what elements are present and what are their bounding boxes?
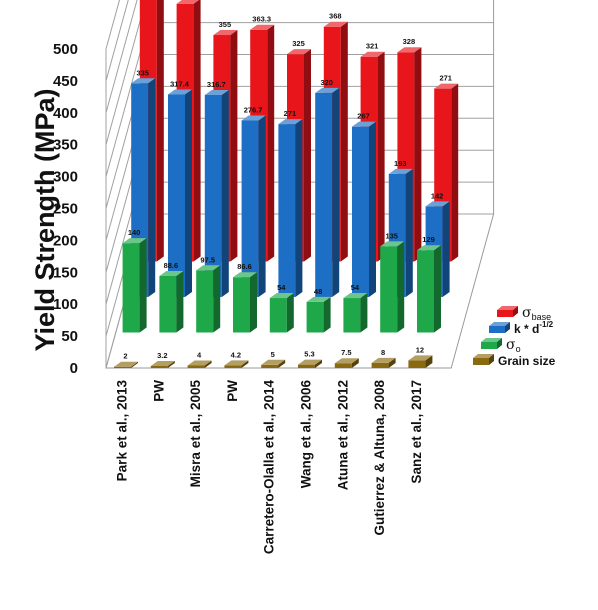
data-label: 86.6 [237,262,252,271]
category-label: Wang et al., 2006 [299,380,314,489]
legend-item-sigma_o: σo [481,337,521,354]
y-tick-label: 400 [53,105,78,122]
svg-text:Grain size: Grain size [498,354,556,368]
bar-kd [352,121,376,298]
bar-sigma_o [417,245,441,333]
data-label: 97.5 [200,255,215,264]
bar-sigma_o [159,270,184,333]
y-tick-label: 300 [53,169,78,186]
data-label: 135 [385,231,398,240]
y-tick-labels: 0 50 100 150 200 250 300 350 400 450 500 [53,41,78,377]
category-label: Park et al., 2013 [115,380,130,482]
data-label: 88.6 [164,261,179,270]
bar-grain [261,359,286,368]
bar-grain [114,361,138,368]
data-label: 271 [439,74,452,83]
bar-grain [408,355,433,368]
data-label: 54 [277,283,286,292]
data-label: 276.7 [244,105,263,114]
bar-kd [241,115,266,298]
data-label: 48 [314,287,322,296]
data-label: 4.2 [231,350,241,359]
bar-grain [371,357,396,368]
data-label: 363.3 [252,15,271,24]
y-tick-label: 200 [53,232,78,249]
data-label: 321 [366,42,379,51]
gridline [105,0,121,50]
bar-kd [204,89,229,297]
data-label: 320 [320,78,333,87]
bar-sigma_o [122,238,147,333]
bar-sigma_o [306,296,331,333]
y-tick-label: 150 [53,264,78,281]
category-label: Gutierrez & Altuna, 2008 [372,380,387,536]
data-label: 267 [357,112,370,121]
bar-sigma_o [269,293,294,333]
bar-kd [315,87,340,297]
data-label: 5.3 [304,350,314,359]
bar-kd [168,89,192,297]
data-label: 355 [219,20,232,29]
y-axis-label: Yield Strength (MPa) [30,88,60,351]
bar-grain [298,359,322,368]
bar-sigma_o [196,265,221,333]
svg-text:σo: σo [506,337,521,354]
gridline [105,0,129,82]
data-label: 325 [292,39,305,48]
data-label: 335 [136,68,149,77]
svg-text:k * d-1/2: k * d-1/2 [514,320,554,336]
gridline [105,0,138,113]
legend-item-grain: Grain size [473,354,556,368]
data-label: 4 [197,350,202,359]
bar-sigma_o [343,293,368,333]
bar-sigma_o [233,272,257,333]
category-label: PW [225,380,240,402]
data-label: 54 [351,283,360,292]
category-label: Atuna et al., 2012 [335,380,350,490]
data-label: 317.4 [170,79,190,88]
data-label: 5 [271,350,275,359]
data-label: 193 [394,159,407,168]
y-tick-label: 250 [53,201,78,218]
bar-marks: 271328321368325363.335540447514219326732… [114,0,459,368]
data-label: 316.7 [207,80,226,89]
category-label: Misra et al., 2005 [188,380,203,488]
bar-grain [187,360,212,368]
data-label: 129 [422,235,435,244]
category-labels: Park et al., 2013 PW Misra et al., 2005 PW C… [115,380,424,555]
data-label: 12 [416,345,424,354]
data-label: 3.2 [157,351,167,360]
bar-kd [278,119,303,298]
bar-sigma_o [380,241,405,333]
data-label: 2 [123,352,127,361]
data-label: 7.5 [341,348,351,357]
bar-grain [224,360,249,368]
y-tick-label: 100 [53,296,78,313]
category-label: Sanz et al., 2017 [409,380,424,484]
bar-grain [150,360,175,368]
data-label: 368 [329,12,342,21]
y-tick-label: 450 [53,73,78,90]
y-tick-label: 500 [53,41,78,58]
data-label: 142 [431,191,444,200]
data-label: 328 [403,37,416,46]
data-label: 140 [128,228,141,237]
category-label: PW [151,380,166,402]
y-tick-label: 50 [61,328,78,345]
y-tick-label: 0 [70,360,78,377]
category-label: Carretero-Olalla et al., 2014 [262,380,277,555]
y-tick-label: 350 [53,137,78,154]
data-label: 271 [284,109,297,118]
bar-grain [334,358,359,368]
data-label: 8 [381,348,385,357]
legend-item-kd: k * d-1/2 [489,320,554,336]
